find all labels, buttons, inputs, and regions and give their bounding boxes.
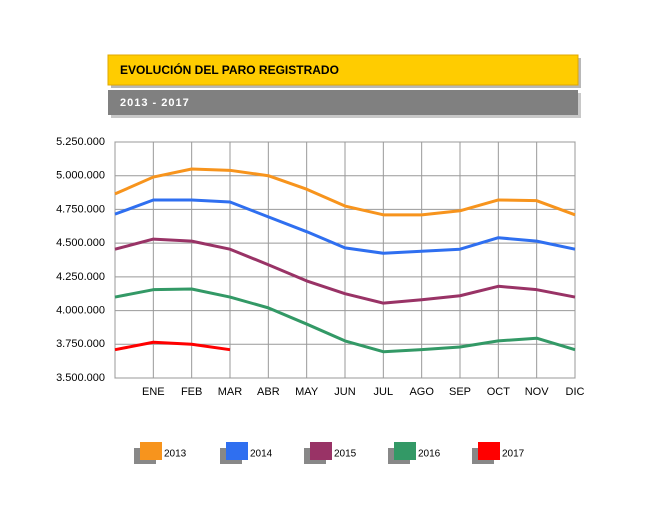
legend-label: 2015 bbox=[334, 449, 357, 460]
legend-swatch bbox=[226, 442, 248, 460]
legend-label: 2014 bbox=[250, 449, 273, 460]
y-tick-label: 5.000.000 bbox=[56, 170, 105, 182]
x-tick-label: DIC bbox=[566, 386, 585, 398]
x-tick-label: ENE bbox=[142, 386, 165, 398]
chart-subtitle: 2013 - 2017 bbox=[120, 97, 190, 109]
title-bar bbox=[107, 54, 579, 86]
x-tick-label: JUN bbox=[334, 386, 355, 398]
x-tick-label: ABR bbox=[257, 386, 280, 398]
y-tick-label: 3.750.000 bbox=[56, 338, 105, 350]
legend-swatch bbox=[478, 442, 500, 460]
x-tick-label: JUL bbox=[374, 386, 394, 398]
legend-label: 2013 bbox=[164, 449, 187, 460]
x-tick-label: SEP bbox=[449, 386, 471, 398]
x-tick-label: FEB bbox=[181, 386, 202, 398]
series-line bbox=[114, 287, 576, 354]
y-tick-label: 5.250.000 bbox=[56, 136, 105, 148]
x-tick-label: MAR bbox=[218, 386, 243, 398]
y-tick-label: 4.750.000 bbox=[56, 203, 105, 215]
legend-swatch bbox=[394, 442, 416, 460]
x-tick-label: OCT bbox=[487, 386, 511, 398]
y-tick-label: 4.250.000 bbox=[56, 271, 105, 283]
legend-label: 2017 bbox=[502, 449, 525, 460]
x-tick-label: MAY bbox=[295, 386, 319, 398]
series-line bbox=[114, 340, 231, 352]
legend-swatch bbox=[310, 442, 332, 460]
y-tick-label: 4.500.000 bbox=[56, 237, 105, 249]
y-tick-label: 4.000.000 bbox=[56, 304, 105, 316]
legend-label: 2016 bbox=[418, 449, 441, 460]
y-tick-label: 3.500.000 bbox=[56, 372, 105, 384]
legend-swatch bbox=[140, 442, 162, 460]
x-tick-label: NOV bbox=[525, 386, 550, 398]
subtitle-bar bbox=[108, 90, 578, 115]
x-tick-label: AGO bbox=[409, 386, 434, 398]
series-line bbox=[114, 167, 576, 217]
series-line bbox=[114, 198, 576, 255]
chart-title: EVOLUCIÓN DEL PARO REGISTRADO bbox=[120, 62, 339, 77]
series-line bbox=[114, 237, 576, 305]
